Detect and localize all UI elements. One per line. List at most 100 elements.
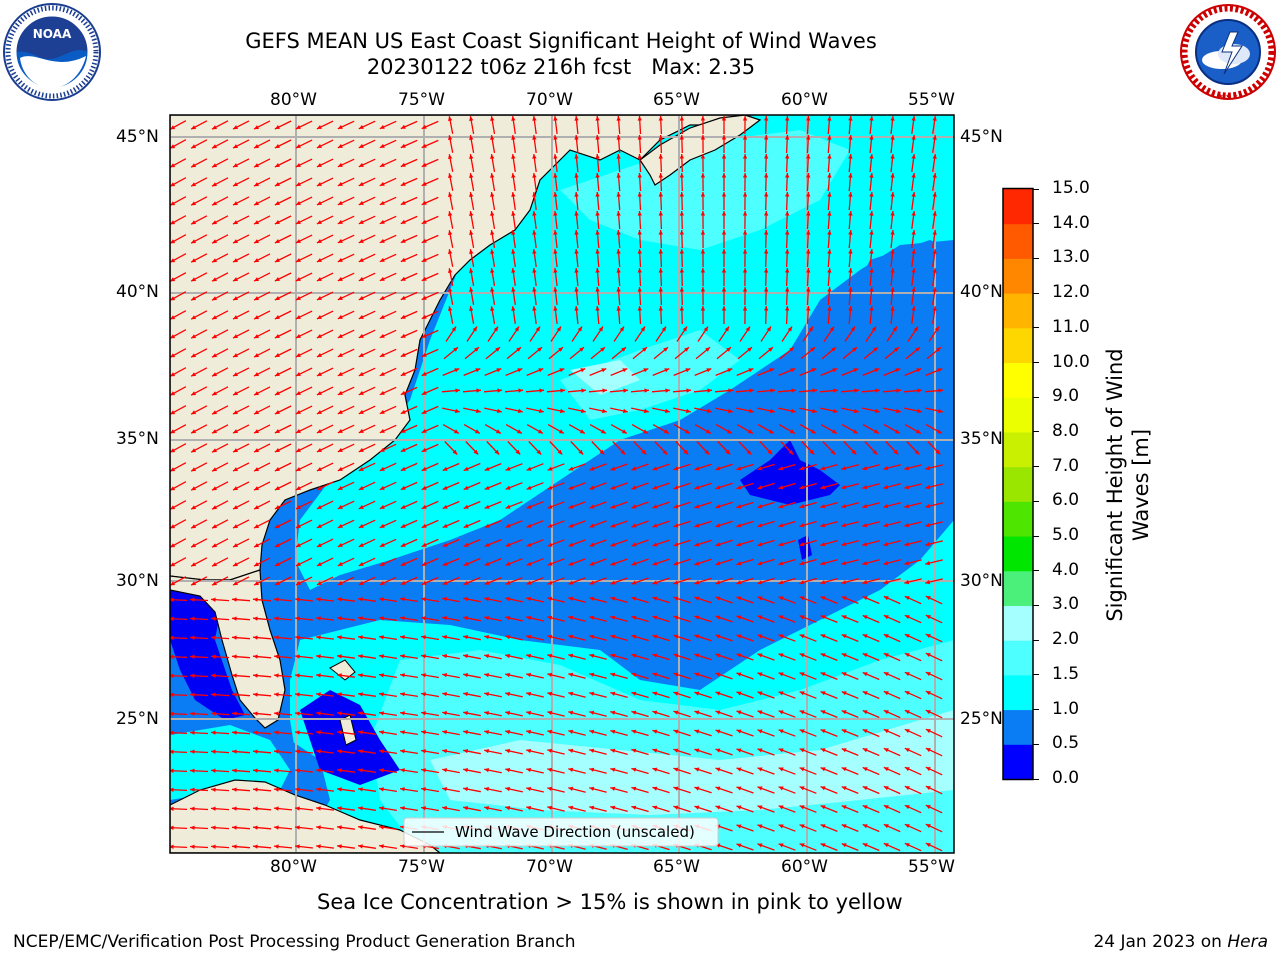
wave-direction-arrowhead: [316, 201, 322, 205]
wave-direction-arrowhead: [806, 135, 811, 140]
wave-direction-arrowhead: [191, 562, 197, 567]
wave-direction-arrowhead: [316, 825, 321, 830]
wave-direction-arrowhead: [820, 523, 826, 528]
wave-direction-arrowhead: [848, 306, 853, 311]
wave-direction-arrowhead: [715, 580, 721, 585]
wave-direction-arrowhead: [170, 844, 174, 849]
wave-direction-arrowhead: [274, 562, 280, 566]
wave-direction-arrowhead: [637, 211, 642, 216]
wave-direction-arrowhead: [358, 238, 364, 243]
wave-direction-arrowhead: [883, 710, 889, 715]
wave-direction-arrowhead: [547, 523, 553, 528]
wave-direction-arrowhead: [442, 561, 448, 566]
wave-direction-arrowhead: [574, 306, 579, 311]
wave-direction-arrowhead: [589, 767, 595, 772]
wave-direction-arrowhead: [448, 211, 453, 216]
wave-direction-arrowhead: [211, 787, 216, 792]
wave-direction-arrowhead: [295, 768, 300, 773]
wave-direction-arrowhead: [421, 124, 427, 129]
colorbar-tick-mark: [1033, 431, 1039, 433]
wave-direction-arrowhead: [862, 466, 868, 471]
wave-direction-arrowhead: [841, 634, 847, 639]
wave-direction-arrowhead: [463, 542, 469, 547]
wave-direction-arrowhead: [820, 729, 826, 734]
wave-direction-arrowhead: [274, 730, 279, 735]
wave-direction-arrowhead: [526, 596, 532, 602]
wave-direction-arrowhead: [274, 372, 280, 376]
wave-direction-arrowhead: [274, 825, 279, 830]
wave-direction-arrowhead: [673, 542, 679, 547]
wave-direction-arrowhead: [911, 173, 916, 178]
wave-direction-arrowhead: [316, 334, 322, 338]
wave-direction-arrowhead: [505, 504, 511, 509]
wave-direction-arrowhead: [652, 504, 658, 509]
wave-direction-arrowhead: [736, 824, 742, 829]
wave-direction-arrowhead: [191, 315, 197, 320]
wave-direction-arrowhead: [190, 711, 195, 716]
wave-direction-arrowhead: [274, 711, 279, 716]
sea-ice-caption: Sea Ice Concentration > 15% is shown in …: [317, 890, 903, 914]
wave-direction-arrowhead: [191, 258, 197, 263]
wave-direction-arrowhead: [254, 353, 259, 358]
wave-direction-arrowhead: [505, 767, 511, 773]
wave-direction-arrowhead: [358, 485, 364, 490]
wave-direction-arrowhead: [421, 390, 427, 395]
wave-direction-arrowhead: [421, 504, 427, 509]
wave-direction-arrowhead: [463, 485, 469, 490]
wave-direction-arrowhead: [212, 391, 217, 396]
wave-direction-arrowhead: [253, 749, 258, 754]
wave-direction-arrowhead: [895, 368, 901, 373]
wave-direction-arrowhead: [848, 173, 853, 178]
wave-direction-arrowhead: [511, 211, 516, 216]
wave-direction-arrowhead: [233, 163, 238, 168]
wave-direction-arrowhead: [785, 211, 790, 216]
wave-direction-arrowhead: [316, 543, 322, 547]
wave-direction-arrowhead: [211, 616, 216, 621]
wave-direction-arrowhead: [790, 408, 796, 414]
wave-direction-arrowhead: [295, 844, 300, 849]
wave-direction-arrowhead: [917, 388, 922, 393]
wave-direction-arrowhead: [568, 653, 574, 658]
wave-direction-arrowhead: [862, 805, 868, 810]
wave-direction-arrowhead: [516, 429, 522, 434]
lon-label-bottom-70w: 70°W: [526, 857, 573, 877]
wave-direction-arrowhead: [664, 408, 670, 414]
wave-direction-arrowhead: [547, 672, 553, 677]
colorbar-tick-label: 8.0: [1052, 420, 1080, 441]
wave-direction-arrowhead: [448, 154, 453, 159]
wave-direction-arrowhead: [757, 805, 763, 810]
wave-direction-arrowhead: [316, 220, 322, 224]
wave-direction-arrowhead: [254, 448, 259, 453]
wave-direction-arrowhead: [358, 730, 363, 735]
wave-direction-arrowhead: [526, 805, 532, 811]
wave-direction-arrowhead: [232, 654, 237, 659]
wave-direction-arrowhead: [212, 467, 217, 472]
wave-direction-arrowhead: [494, 449, 500, 455]
land-nova-scotia: [639, 115, 762, 186]
wave-direction-arrowhead: [274, 391, 280, 395]
wave-direction-arrowhead: [832, 368, 838, 373]
wave-direction-arrowhead: [679, 306, 684, 311]
wave-direction-arrowhead: [862, 843, 868, 848]
wave-direction-arrowhead: [610, 542, 616, 547]
wave-direction-arrowhead: [742, 306, 748, 311]
wave-direction-arrowhead: [532, 135, 537, 140]
wave-direction-arrowhead: [421, 730, 426, 735]
wave-direction-arrowhead: [400, 768, 405, 773]
wave-direction-arrowhead: [890, 135, 895, 140]
wave-direction-arrowhead: [757, 596, 763, 601]
wave-direction-arrowhead: [658, 192, 663, 197]
wave-direction-arrowhead: [295, 581, 301, 585]
wave-direction-arrowhead: [233, 220, 238, 225]
wave-direction-arrowhead: [191, 391, 197, 396]
wave-direction-arrowhead: [715, 615, 721, 620]
wave-direction-arrowhead: [490, 173, 495, 178]
wave-direction-arrowhead: [841, 485, 847, 490]
wave-direction-arrowhead: [316, 315, 322, 319]
wave-direction-arrowhead: [379, 542, 385, 547]
wave-direction-arrowhead: [778, 729, 784, 734]
wave-direction-arrowhead: [862, 504, 868, 509]
wave-direction-arrowhead: [904, 523, 910, 528]
wave-direction-arrowhead: [595, 268, 600, 273]
wave-direction-arrowhead: [811, 408, 817, 414]
